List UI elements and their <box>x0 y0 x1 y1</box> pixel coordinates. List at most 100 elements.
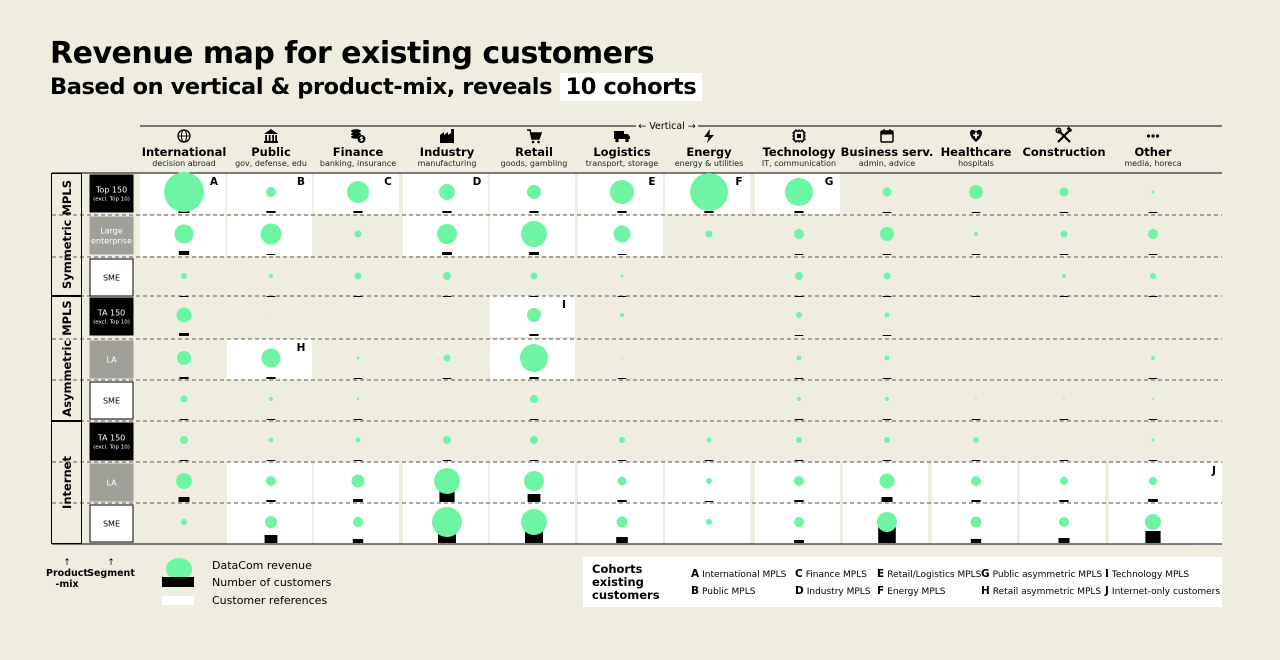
customer-bar <box>442 252 452 255</box>
revenue-bubble <box>877 512 897 532</box>
segment-note: (excl. Top 10) <box>93 445 130 451</box>
customer-bar <box>266 211 276 213</box>
revenue-bubble <box>269 274 273 278</box>
revenue-bubble <box>794 517 804 527</box>
segment-box <box>89 340 134 379</box>
cohort-label: Retail asymmetric MPLS <box>992 587 1102 597</box>
customer-bar <box>1148 419 1158 420</box>
factory-icon <box>440 129 454 143</box>
column-subheader-7: IT, communication <box>762 159 836 168</box>
cohort-letter: B <box>691 585 700 597</box>
cohort-marker-G: G <box>825 176 834 188</box>
customer-bar <box>1148 296 1158 297</box>
column-subheader-11: media, horeca <box>1124 159 1181 168</box>
customer-bar <box>704 211 714 213</box>
revenue-bubble <box>520 344 548 372</box>
truck-icon <box>614 131 630 143</box>
revenue-bubble <box>356 397 360 401</box>
customer-bar <box>794 296 804 297</box>
customer-bar <box>1148 460 1158 461</box>
revenue-bubble <box>621 357 623 359</box>
customer-bar <box>970 539 982 543</box>
bank-column <box>275 135 277 141</box>
revenue-bubble <box>690 173 728 211</box>
cohorts-legend: Cohorts existing customers A Internationa… <box>583 557 1222 607</box>
subtitle-highlight: 10 cohorts <box>559 73 703 101</box>
cohort-item-A: A International MPLS <box>691 568 786 580</box>
product-mix-label: Product <box>46 568 88 579</box>
cohort-label: Retail/Logistics MPLS <box>887 570 982 580</box>
column-subheader-1: gov, defense, edu <box>235 159 307 168</box>
coin-dollar: $ <box>359 136 363 143</box>
revenue-bubble <box>1059 517 1069 527</box>
customer-bar <box>179 296 189 297</box>
customer-bar <box>882 296 892 297</box>
cohort-letter: E <box>877 568 885 580</box>
legend-revenue-label: DataCom revenue <box>212 559 312 572</box>
legend-customers-label: Number of customers <box>212 576 332 589</box>
customer-bar <box>179 333 189 336</box>
cohort-item-I: I Technology MPLS <box>1105 568 1189 580</box>
column-subheader-3: manufacturing <box>418 159 477 168</box>
product-mix-group-label: Asymmetric MPLS <box>60 300 74 416</box>
dots-icon <box>1146 134 1160 138</box>
truck-wheel <box>615 138 619 143</box>
revenue-bubble <box>261 348 281 368</box>
revenue-bubble <box>437 224 457 244</box>
customer-bar <box>529 377 539 379</box>
segment-label: enterprise <box>91 237 132 246</box>
column-subheader-9: hospitals <box>958 159 994 168</box>
bank-base <box>264 141 278 143</box>
revenue-bubble <box>177 351 191 365</box>
revenue-bubble <box>265 516 277 528</box>
customer-bar <box>794 460 804 461</box>
page-subtitle: Based on vertical & product-mix, reveals… <box>50 73 703 101</box>
legend-customers-swatch <box>162 577 194 587</box>
customer-bar <box>794 378 804 379</box>
revenue-bubble <box>706 437 712 443</box>
column-subheader-8: admin, advice <box>859 159 915 168</box>
legend-revenue-dot <box>166 558 192 580</box>
cart-icon <box>527 129 543 144</box>
customer-bar <box>704 501 714 502</box>
revenue-bubble <box>443 272 451 280</box>
factory-shape <box>440 129 454 143</box>
globe-icon <box>177 129 191 143</box>
revenue-bubble <box>1151 438 1155 442</box>
customer-bar <box>794 254 804 255</box>
revenue-bubble <box>1145 514 1161 530</box>
truck-wheel <box>625 138 629 143</box>
customer-bar <box>1059 500 1069 502</box>
segment-axis-label: Segment <box>87 568 135 579</box>
cohort-letter: J <box>1105 585 1109 597</box>
revenue-bubble <box>706 478 712 484</box>
revenue-bubble <box>268 437 274 443</box>
customer-bar <box>971 254 981 255</box>
customer-bar <box>179 377 189 379</box>
cohort-letter: D <box>795 585 804 597</box>
tool-handle <box>1057 129 1071 143</box>
customer-bar <box>353 211 363 213</box>
customer-bar <box>794 500 804 502</box>
column-subheader-6: energy & utilities <box>675 159 744 168</box>
cohort-letter: A <box>691 568 700 580</box>
dot <box>1146 134 1151 138</box>
revenue-bubble <box>706 519 712 525</box>
revenue-bubble <box>796 312 802 318</box>
cohort-item-F: F Energy MPLS <box>877 585 945 597</box>
revenue-bubble <box>354 230 362 238</box>
revenue-bubble <box>174 224 194 244</box>
column-subheader-4: goods, gambling <box>501 159 568 168</box>
reference-cell-extension <box>1194 462 1222 545</box>
heart-plus-icon <box>970 129 982 142</box>
customer-bar <box>266 296 276 297</box>
revenue-bubble <box>619 437 625 443</box>
segment-label: LA <box>106 356 117 365</box>
customer-bar <box>617 296 627 297</box>
coin-stack <box>351 132 361 136</box>
customer-bar <box>442 378 452 379</box>
cohorts-heading: Cohorts existing customers <box>592 562 660 602</box>
revenue-bubble <box>797 397 801 401</box>
subtitle-prefix: Based on vertical & product-mix, reveals <box>50 74 553 100</box>
customer-bar <box>881 497 893 502</box>
